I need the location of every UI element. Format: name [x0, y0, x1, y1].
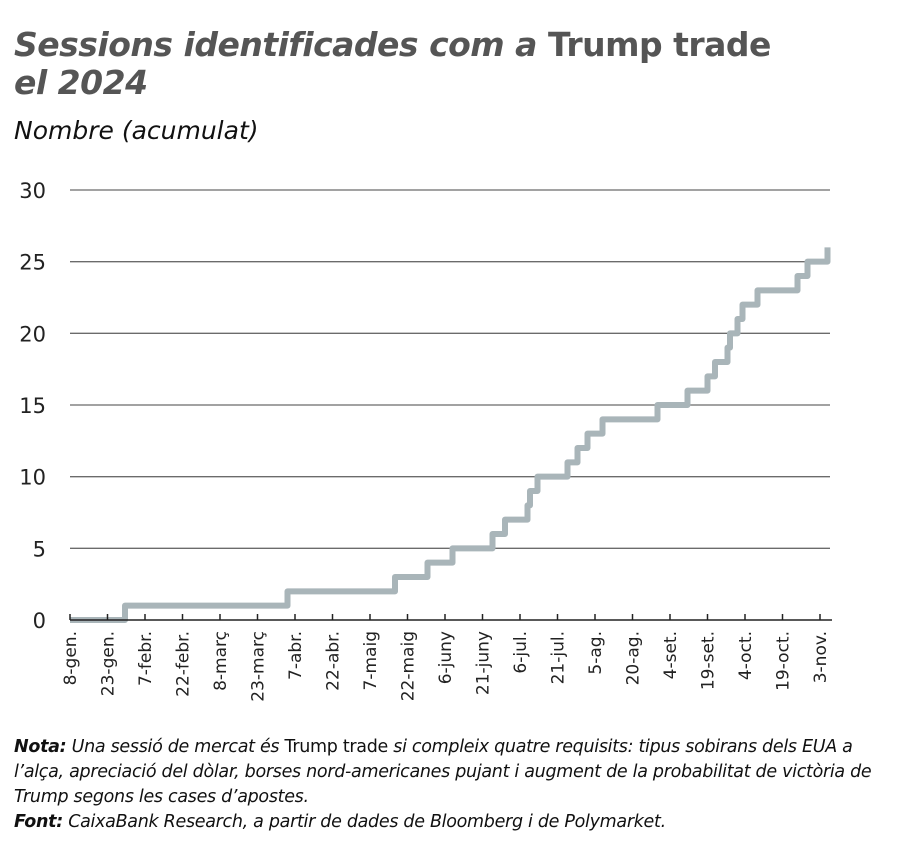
y-tick-label: 5	[33, 537, 46, 561]
y-tick-label: 10	[19, 466, 46, 490]
x-tick-label: 4-oct.	[736, 631, 756, 680]
x-tick-label: 7-abr.	[286, 631, 306, 680]
x-tick-label: 20-ag.	[624, 631, 644, 685]
title-part1: Sessions identificades com a	[14, 25, 548, 64]
x-tick-label: 6-jul.	[511, 631, 531, 674]
y-tick-label: 15	[19, 394, 46, 418]
note-text: Nota: Una sessió de mercat és Trump trad…	[14, 735, 894, 810]
x-tick-label: 19-oct.	[774, 631, 794, 691]
x-tick-label: 21-juny	[474, 631, 494, 695]
x-tick-label: 8-març	[211, 631, 231, 691]
x-tick-label: 3-nov.	[811, 631, 831, 683]
x-tick-label: 22-maig	[399, 631, 419, 701]
note-text2: Trump trade	[284, 737, 389, 757]
x-tick-label: 5-ag.	[586, 631, 606, 675]
x-tick-label: 6-juny	[436, 631, 456, 684]
chart-title: Sessions identificades com a Trump trade…	[14, 26, 771, 102]
note-text3: si compleix quatre requisits: tipus sobi…	[14, 737, 872, 807]
x-tick-label: 22-abr.	[324, 631, 344, 691]
x-tick-label: 7-maig	[361, 631, 381, 690]
x-tick-label: 23-març	[249, 631, 269, 702]
x-tick-label: 8-gen.	[61, 631, 81, 685]
x-tick-label: 4-set.	[661, 631, 681, 679]
chart-note: Nota: Una sessió de mercat és Trump trad…	[14, 735, 894, 835]
source-body: CaixaBank Research, a partir de dades de…	[62, 812, 666, 832]
series-line	[70, 247, 831, 623]
x-tick-label: 7-febr.	[136, 631, 156, 686]
x-tick-label: 22-febr.	[174, 631, 194, 697]
chart-subtitle: Nombre (acumulat)	[14, 116, 259, 145]
source-label: Font:	[14, 812, 63, 832]
y-tick-label: 0	[33, 609, 46, 633]
y-tick-label: 20	[19, 322, 46, 346]
x-tick-label: 19-set.	[699, 631, 719, 690]
source-text: Font: CaixaBank Research, a partir de da…	[14, 810, 894, 835]
title-part2: Trump trade	[547, 25, 771, 64]
y-tick-label: 30	[19, 179, 46, 203]
chart: 0 5 10 15 20 25 30 8-gen. 23-gen. 7-febr. 22-febr.…	[19, 179, 832, 702]
x-tick-label: 23-gen.	[99, 631, 119, 696]
y-tick-label: 25	[19, 251, 46, 275]
note-label: Nota:	[14, 737, 67, 757]
x-tick-label: 21-jul.	[549, 631, 569, 684]
title-part3: el 2024	[14, 63, 148, 102]
note-text1: Una sessió de mercat és	[66, 737, 285, 757]
